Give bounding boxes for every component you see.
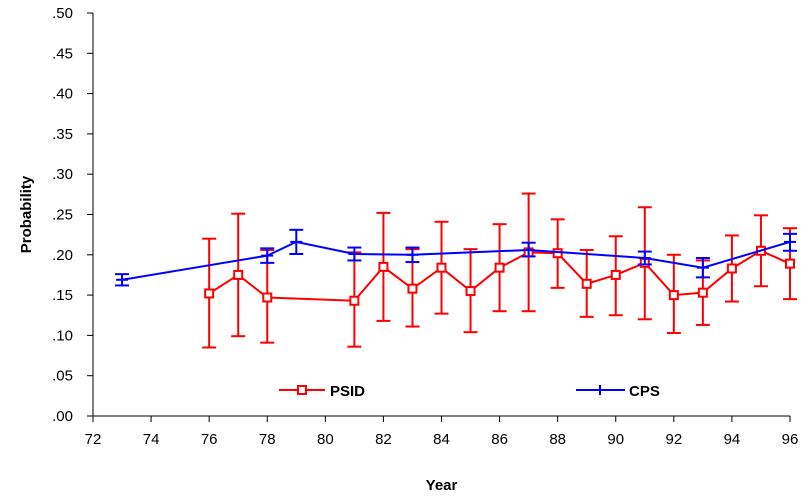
legend-psid-marker [297, 385, 307, 395]
y-axis-title: Probability [18, 175, 35, 253]
x-tick-label: 86 [491, 431, 508, 448]
data-point [668, 290, 679, 301]
x-axis-title: Year [426, 477, 458, 494]
y-tick-label: .40 [52, 86, 73, 103]
data-point [233, 269, 244, 280]
y-tick-label: .15 [52, 287, 73, 304]
data-point [378, 261, 389, 272]
y-tick-label: .35 [52, 126, 73, 143]
x-tick-label: 72 [85, 431, 102, 448]
legend-cps-label: CPS [629, 383, 660, 400]
data-point [785, 258, 795, 269]
y-tick-label: .05 [52, 368, 73, 385]
data-point [465, 286, 476, 297]
y-tick-label: .45 [52, 45, 73, 62]
series-cps [115, 228, 797, 287]
legend-psid-label: PSID [330, 383, 365, 400]
data-point [349, 295, 360, 306]
series-psid [202, 192, 797, 349]
x-tick-label: 84 [433, 431, 450, 448]
x-tick-label: 82 [375, 431, 392, 448]
series-layer [115, 192, 797, 349]
legend: PSID CPS [279, 383, 660, 400]
y-tick-label: .25 [52, 207, 73, 224]
data-point [436, 262, 447, 273]
axes: .00 .05 .10 .15 .20 .25 .30 .35 .40 .45 .50 72 74 76 7… [52, 5, 798, 448]
data-point [262, 292, 273, 303]
y-tick-label: .00 [52, 408, 73, 425]
y-tick-label: .50 [52, 5, 73, 22]
y-tick-label: .20 [52, 247, 73, 264]
series-line-cps [121, 240, 791, 281]
x-tick-label: 90 [607, 431, 624, 448]
data-point [494, 262, 505, 273]
data-point [581, 278, 592, 289]
x-tick-label: 92 [665, 431, 682, 448]
data-point [610, 269, 621, 280]
x-tick-label: 76 [201, 431, 218, 448]
x-tick-label: 96 [782, 431, 799, 448]
x-tick-label: 78 [259, 431, 276, 448]
x-tick-label: 88 [549, 431, 566, 448]
x-tick-label: 94 [724, 431, 741, 448]
data-point [407, 283, 418, 294]
data-point [726, 263, 737, 274]
x-tick-label: 74 [143, 431, 160, 448]
data-point [552, 248, 563, 259]
x-tick-label: 80 [317, 431, 334, 448]
y-tick-label: .30 [52, 166, 73, 183]
data-point [697, 287, 708, 298]
data-point [204, 288, 215, 299]
y-tick-label: .10 [52, 327, 73, 344]
